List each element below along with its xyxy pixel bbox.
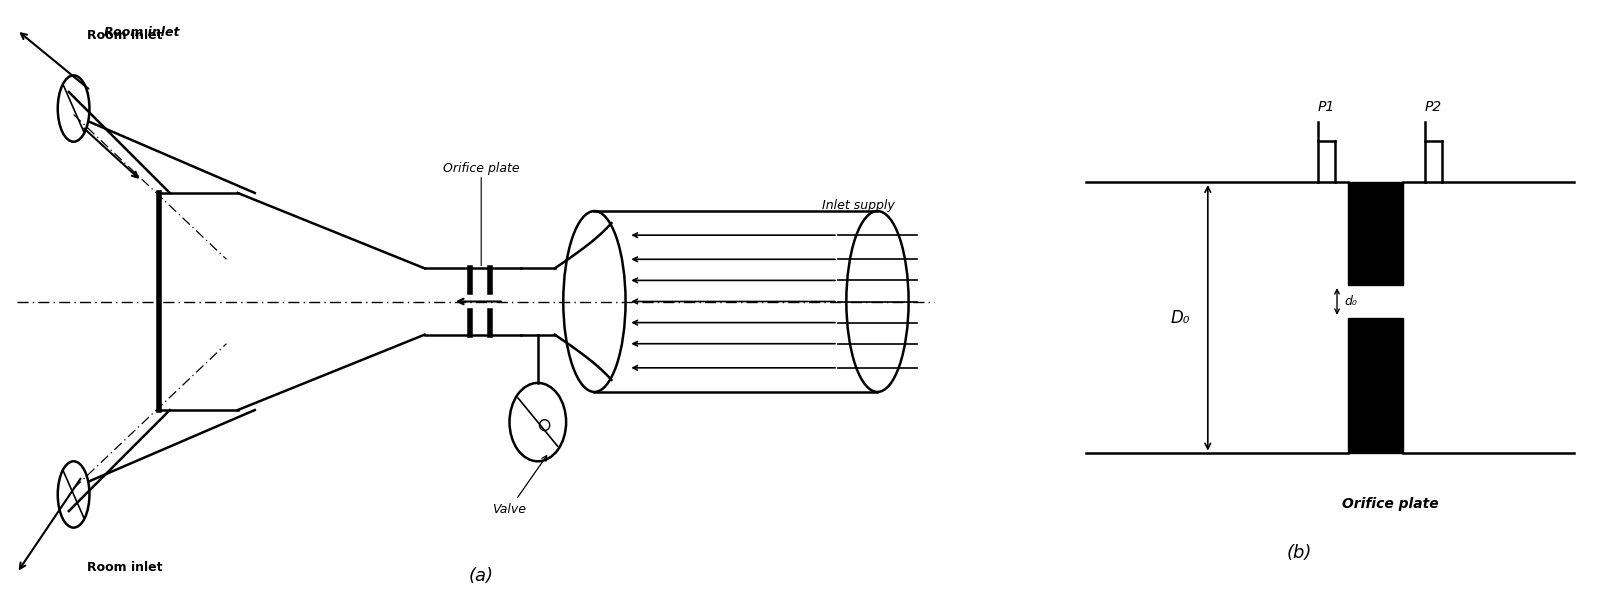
Text: Room inlet: Room inlet bbox=[87, 29, 162, 42]
Text: P2: P2 bbox=[1424, 100, 1442, 114]
Bar bbox=[1347, 318, 1404, 453]
Bar bbox=[1347, 182, 1404, 285]
Text: Orifice plate: Orifice plate bbox=[1343, 497, 1439, 511]
Text: P1: P1 bbox=[1318, 100, 1335, 114]
Text: d₀: d₀ bbox=[1344, 295, 1357, 308]
Text: Valve: Valve bbox=[492, 456, 547, 516]
Text: Room inlet: Room inlet bbox=[87, 561, 162, 574]
Text: (a): (a) bbox=[468, 567, 494, 585]
Text: Room inlet: Room inlet bbox=[77, 26, 180, 65]
Text: (b): (b) bbox=[1286, 544, 1312, 562]
Text: Orifice plate: Orifice plate bbox=[443, 162, 520, 175]
Text: Inlet supply: Inlet supply bbox=[821, 198, 895, 212]
Text: D₀: D₀ bbox=[1171, 309, 1190, 327]
